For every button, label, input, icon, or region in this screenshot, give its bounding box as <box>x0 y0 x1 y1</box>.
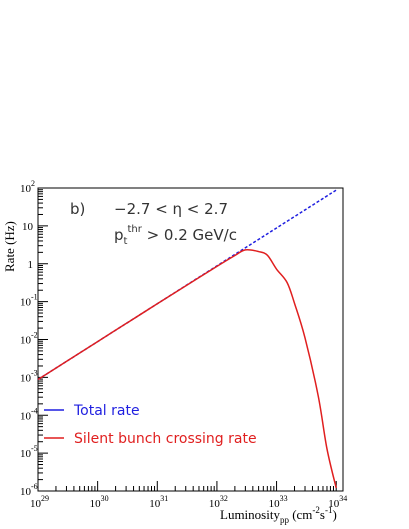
y-tick-label: 1 <box>28 259 34 271</box>
x-tick-label: 1030 <box>90 494 109 510</box>
axis-ticks <box>37 187 337 492</box>
x-tick-label: 1032 <box>209 494 228 510</box>
pt-cut-label: ptthr > 0.2 GeV/c <box>114 224 237 247</box>
y-axis-label: Rate (Hz) <box>2 221 17 272</box>
silent-bunch-crossing-line <box>37 249 337 489</box>
y-tick-label: 102 <box>20 179 35 195</box>
x-tick-label: 1031 <box>149 494 168 510</box>
y-tick-label: 10-3 <box>20 368 38 384</box>
y-tick-label: 10-6 <box>20 482 38 498</box>
eta-cut-label: −2.7 < η < 2.7 <box>114 200 228 218</box>
x-axis-label: Luminositypp (cm-2s-1) <box>220 505 337 525</box>
x-tick-label: 1033 <box>269 494 288 510</box>
legend-label-silent: Silent bunch crossing rate <box>74 431 257 447</box>
panel-label: b) <box>70 200 85 218</box>
series-lines <box>37 189 337 489</box>
legend: Total rate Silent bunch crossing rate <box>44 403 257 447</box>
tick-labels: 1029 1030 1031 1032 1033 1034 102 10 1 10-1 10-2 10… <box>20 179 347 510</box>
y-tick-label: 10-2 <box>20 331 38 347</box>
y-tick-label: 10 <box>22 221 34 233</box>
y-tick-label: 10-4 <box>20 406 38 422</box>
x-tick-label: 1034 <box>328 494 347 510</box>
y-tick-label: 10-1 <box>20 293 38 309</box>
legend-label-total: Total rate <box>73 403 140 419</box>
y-tick-label: 10-5 <box>20 444 38 460</box>
x-tick-label: 1029 <box>30 494 49 510</box>
